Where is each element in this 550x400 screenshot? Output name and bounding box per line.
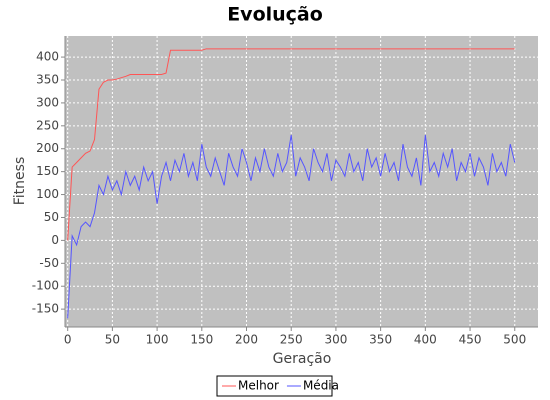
x-tick-label: 500 [503, 333, 526, 347]
x-tick-label: 0 [64, 333, 72, 347]
chart-title: Evolução [227, 4, 323, 26]
y-tick-label: -50 [39, 256, 59, 270]
legend-box [216, 375, 333, 397]
y-tick-label: 100 [36, 187, 59, 201]
grid [65, 36, 538, 327]
series-line [67, 134, 516, 319]
x-tick-label: 100 [146, 333, 169, 347]
x-tick-label: 300 [324, 333, 347, 347]
y-tick-label: 300 [36, 95, 59, 109]
y-tick-label: 150 [36, 164, 59, 178]
y-axis-label: Fitness [12, 157, 28, 206]
x-tick-label: 150 [190, 333, 213, 347]
x-tick-label: 250 [280, 333, 303, 347]
x-tick-label: 50 [105, 333, 120, 347]
x-axis-label: Geração [273, 351, 332, 367]
series-line [67, 48, 515, 241]
y-tick-label: 200 [36, 141, 59, 155]
plot-area [65, 36, 538, 327]
lines [67, 48, 516, 319]
y-tick-label: 350 [36, 72, 59, 86]
y-tick-label: 250 [36, 118, 59, 132]
legend-label: Média [303, 379, 339, 393]
legend-label: Melhor [238, 379, 279, 393]
x-tick-label: 350 [369, 333, 392, 347]
y-tick-label: -150 [32, 302, 59, 316]
y-tick-label: -100 [32, 279, 59, 293]
x-tick-label: 450 [459, 333, 482, 347]
y-tick-label: 50 [44, 210, 59, 224]
x-tick-label: 200 [235, 333, 258, 347]
y-tick-label: 0 [51, 233, 59, 247]
x-tick-label: 400 [414, 333, 437, 347]
y-tick-label: 400 [36, 50, 59, 64]
